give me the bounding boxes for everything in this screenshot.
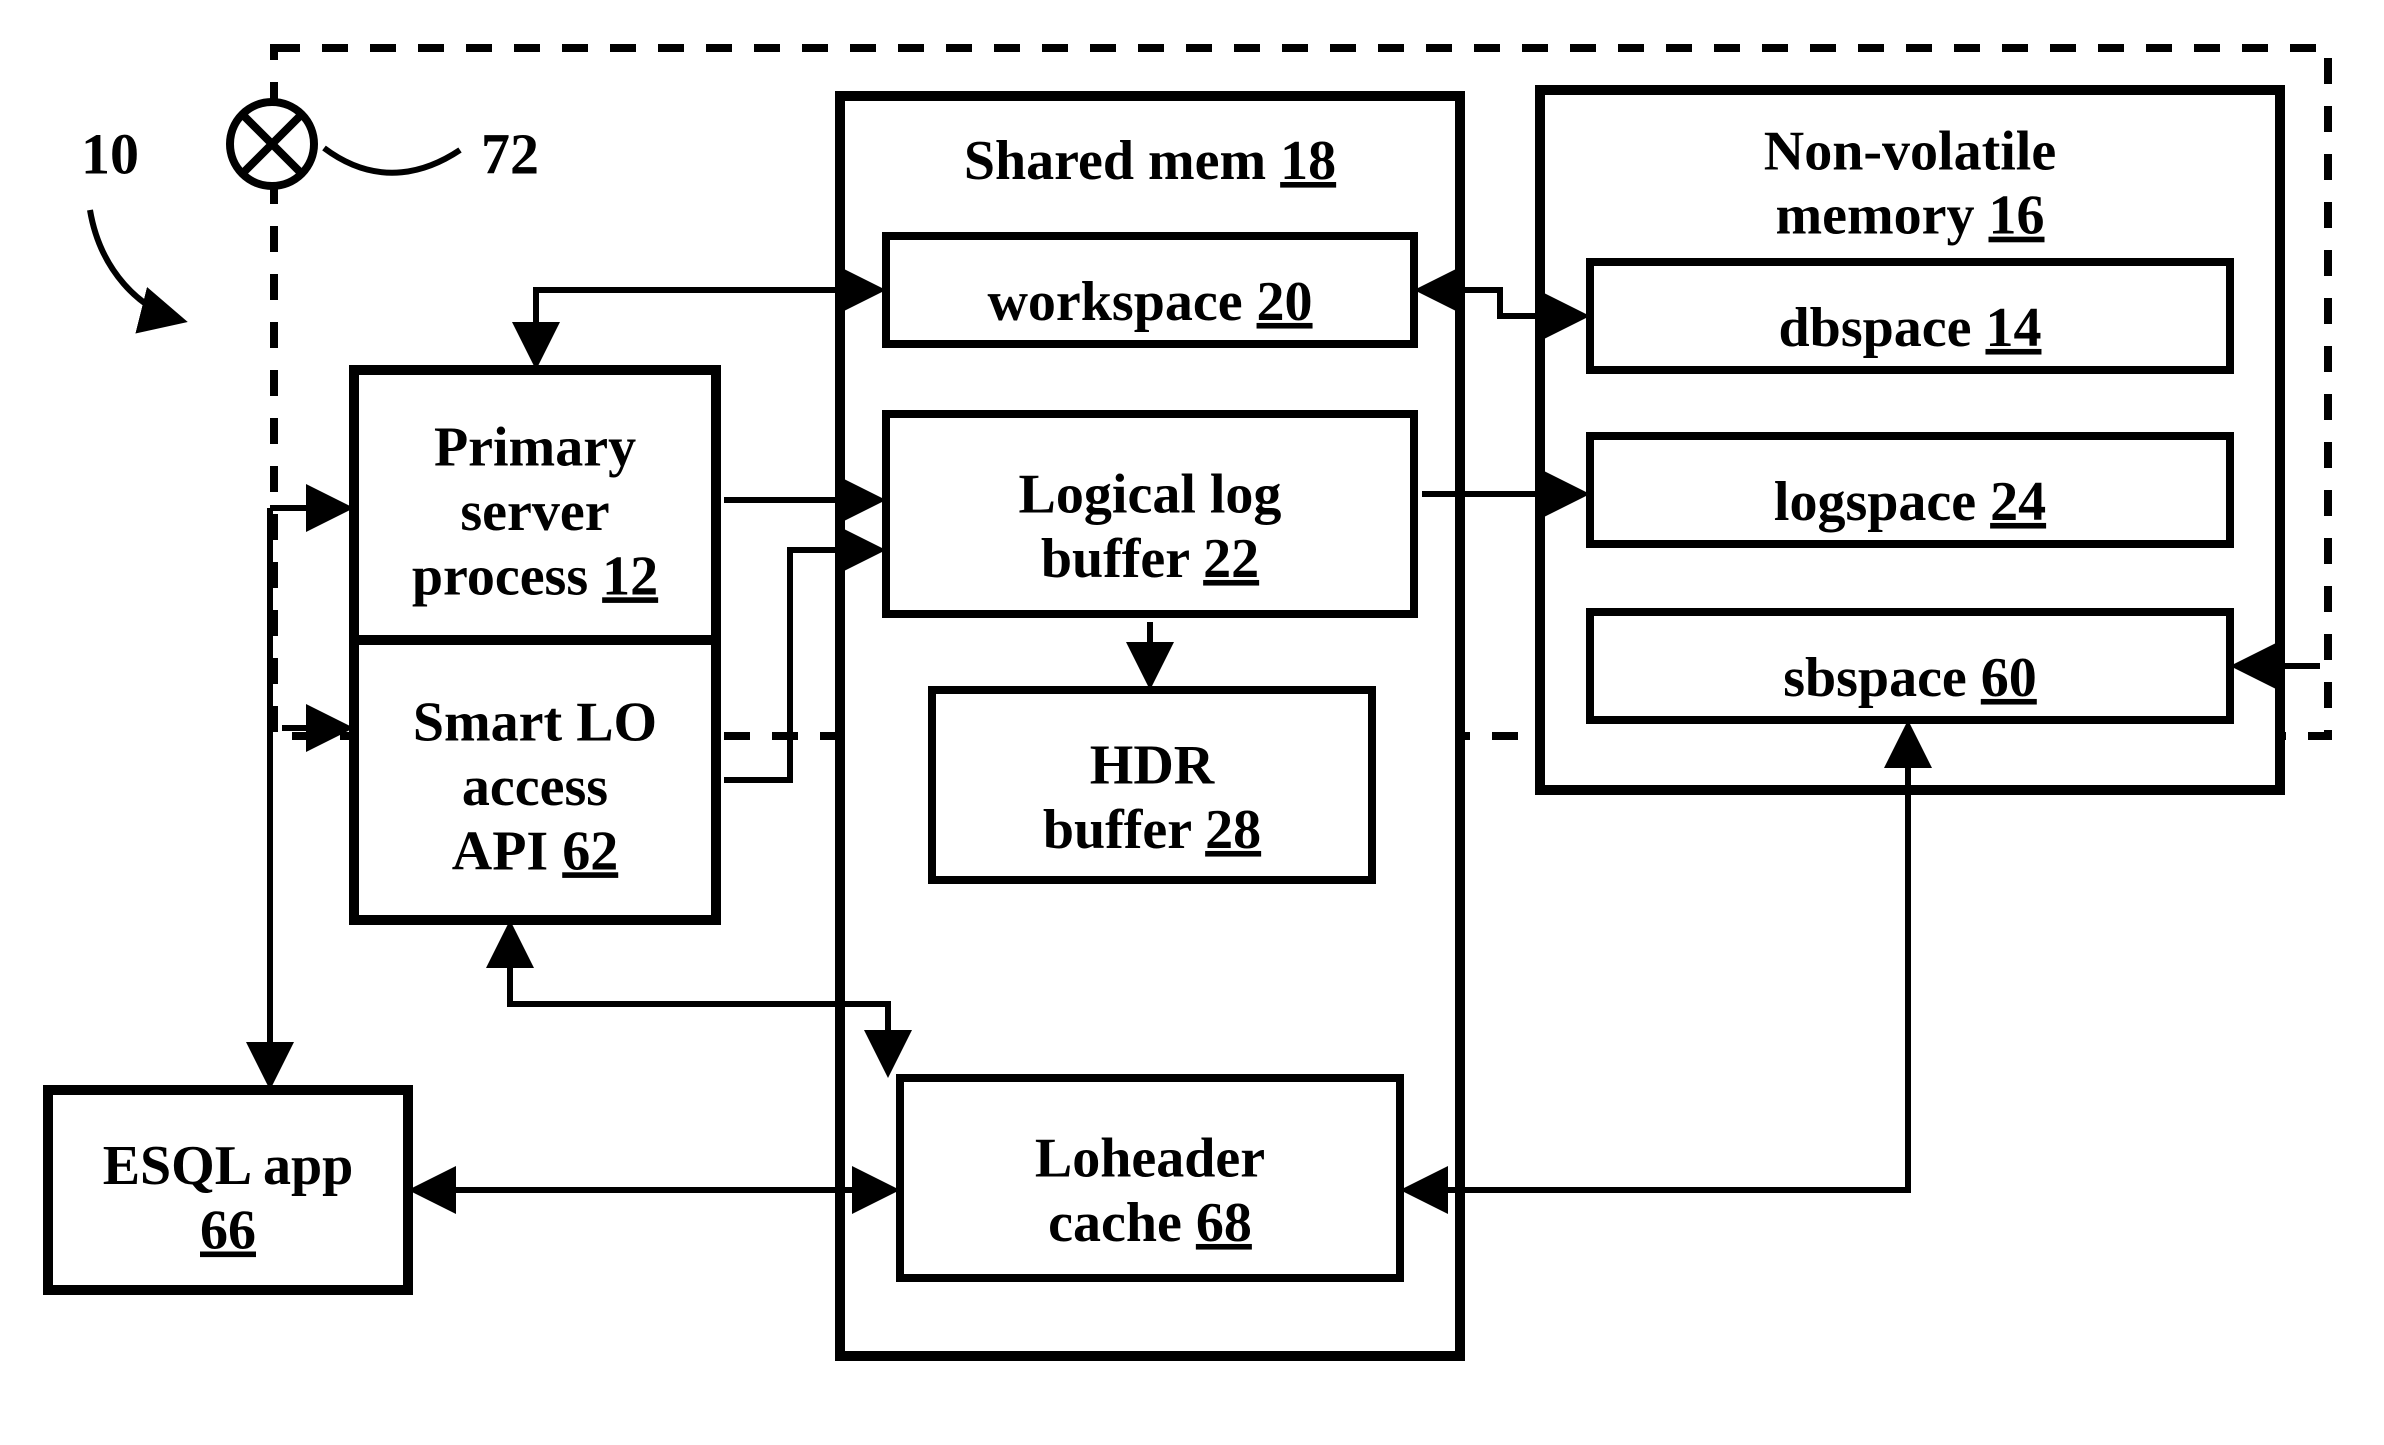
leader-72 <box>324 148 460 173</box>
label-10: 10 <box>81 121 139 186</box>
esql-line-1: 66 <box>200 1199 256 1261</box>
dbspace-line-0: dbspace 14 <box>1779 297 2042 359</box>
esql-line-0: ESQL app <box>103 1135 354 1197</box>
nonvolatile-title-line-1: memory 16 <box>1775 185 2044 247</box>
workspace-line-0: workspace 20 <box>987 271 1312 333</box>
sbspace-line-0: sbspace 60 <box>1783 647 2037 709</box>
loheader-line-1: cache 68 <box>1048 1192 1252 1254</box>
primary-server-line-1: server <box>460 481 609 543</box>
smart-lo-line-1: access <box>462 756 608 818</box>
smart-lo-line-0: Smart LO <box>413 691 657 753</box>
arrow-primary-workspace <box>536 290 878 362</box>
logspace-line-0: logspace 24 <box>1774 471 2046 533</box>
smart-lo-line-2: API 62 <box>452 820 618 882</box>
hdr-buffer-line-1: buffer 28 <box>1043 799 1261 861</box>
diagram-canvas: 72 10 Shared mem 18 Non-volatilememory 16 wo… <box>0 0 2384 1445</box>
logical-log-line-0: Logical log <box>1019 463 1282 525</box>
hdr-buffer-line-0: HDR <box>1090 734 1215 796</box>
loheader-line-0: Loheader <box>1035 1127 1265 1189</box>
primary-server-line-2: process 12 <box>412 545 658 607</box>
hook-10 <box>90 210 180 320</box>
shared-mem-title: Shared mem 18 <box>964 130 1336 192</box>
arrow-smartlo-loheader <box>510 928 888 1070</box>
primary-server-line-0: Primary <box>434 416 636 478</box>
arrow-loheader-sbspace <box>1408 728 1908 1190</box>
label-72: 72 <box>481 121 539 186</box>
nonvolatile-title-line-0: Non-volatile <box>1764 120 2056 182</box>
logical-log-line-1: buffer 22 <box>1041 528 1259 590</box>
